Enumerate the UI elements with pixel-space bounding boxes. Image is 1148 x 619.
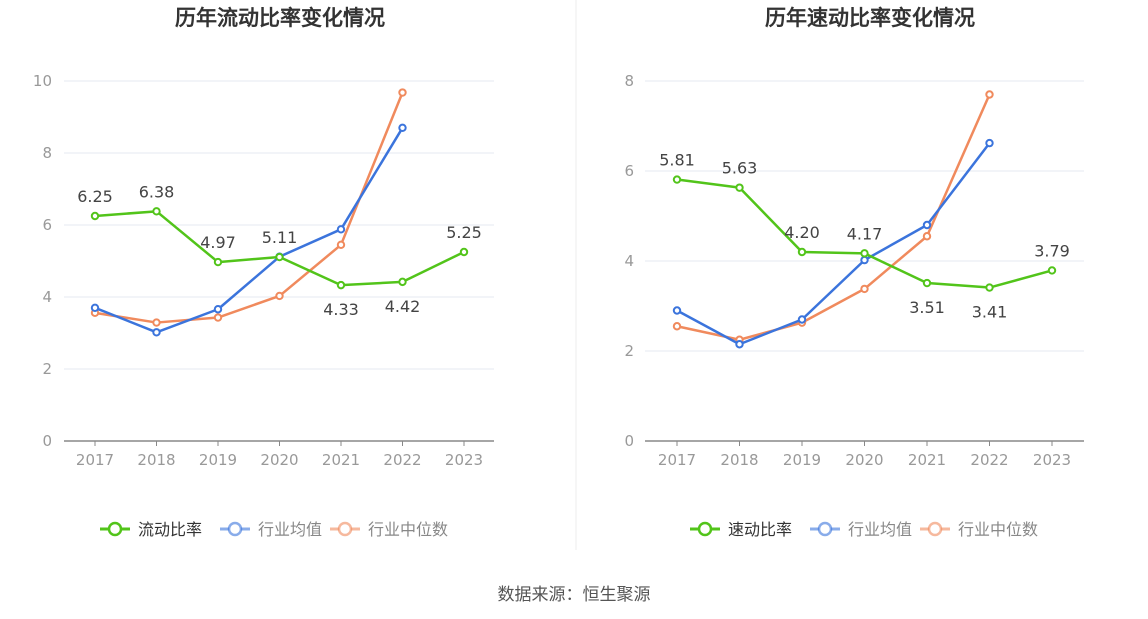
data-point — [336, 280, 346, 290]
y-tick-label: 4 — [42, 288, 52, 306]
series-line-3 — [94, 92, 404, 324]
x-tick-label: 2020 — [260, 451, 298, 469]
y-tick-label: 8 — [42, 144, 52, 162]
data-point — [672, 306, 682, 315]
y-tick-label: 8 — [624, 72, 634, 90]
chart-2: 历年速动比率变化情况 0 2 4 6 8 2017 2018 2019 2020 2021 2022 2… — [624, 6, 1084, 539]
y-tick-label: 2 — [42, 360, 52, 378]
y-tick-label: 4 — [624, 252, 634, 270]
data-point — [922, 232, 932, 241]
series-line-1 — [94, 210, 465, 287]
x-tick-label: 2017 — [76, 451, 114, 469]
data-point — [336, 225, 346, 234]
y-tick-label: 10 — [33, 72, 52, 90]
data-point — [860, 255, 869, 265]
data-label: 5.25 — [446, 223, 482, 242]
data-point — [152, 207, 161, 216]
legend-label: 行业均值 — [258, 520, 322, 539]
data-point — [152, 318, 161, 327]
x-tick-label: 2019 — [199, 451, 237, 469]
data-label: 5.11 — [262, 228, 298, 247]
x-tick-label: 2018 — [720, 451, 758, 469]
legend-label: 流动比率 — [138, 520, 202, 539]
data-label: 4.42 — [385, 297, 421, 316]
data-label: 4.97 — [200, 233, 236, 252]
data-point — [672, 322, 682, 331]
data-point — [985, 283, 994, 292]
legend-label: 行业中位数 — [368, 520, 448, 539]
data-label: 6.38 — [139, 182, 175, 201]
y-tick-label: 2 — [624, 342, 634, 360]
data-point — [985, 90, 994, 99]
data-point — [213, 257, 223, 267]
data-point — [735, 183, 744, 192]
data-point — [735, 340, 744, 349]
legend-label: 行业均值 — [848, 520, 912, 539]
x-tick-label: 2021 — [908, 451, 946, 469]
y-tick-label: 0 — [624, 432, 634, 450]
series-line-2 — [94, 127, 404, 334]
data-point — [398, 123, 407, 133]
data-point — [90, 303, 100, 312]
series-line-2 — [676, 142, 991, 346]
data-label: 3.51 — [909, 298, 945, 317]
data-point — [922, 220, 932, 230]
legend-marker — [817, 521, 833, 537]
data-label: 4.33 — [323, 300, 359, 319]
chart-title: 历年速动比率变化情况 — [765, 6, 975, 30]
y-tick-label: 6 — [624, 162, 634, 180]
x-tick-label: 2023 — [445, 451, 483, 469]
data-point — [459, 247, 469, 257]
legend-marker — [227, 521, 243, 537]
data-point — [922, 278, 932, 288]
chart-1: 历年流动比率变化情况 0 2 4 6 8 10 2017 2018 2019 2020 2021 202… — [33, 6, 494, 539]
data-point — [860, 249, 869, 258]
data-label: 3.41 — [972, 303, 1008, 322]
x-tick-label: 2018 — [137, 451, 175, 469]
legend-marker — [337, 521, 353, 537]
y-tick-label: 0 — [42, 432, 52, 450]
chart-title: 历年流动比率变化情况 — [175, 6, 385, 30]
data-point — [90, 211, 100, 221]
x-tick-label: 2020 — [845, 451, 883, 469]
data-point — [985, 138, 994, 148]
data-point — [797, 315, 807, 324]
data-point — [398, 277, 407, 287]
data-point — [152, 328, 161, 337]
legend-marker — [697, 521, 713, 537]
data-point — [860, 284, 869, 294]
legend-label: 行业中位数 — [958, 520, 1038, 539]
y-tick-label: 6 — [42, 216, 52, 234]
legend-label: 速动比率 — [728, 520, 792, 539]
data-source-note: 数据来源：恒生聚源 — [497, 585, 651, 605]
x-tick-label: 2019 — [783, 451, 821, 469]
x-tick-label: 2017 — [658, 451, 696, 469]
data-point — [398, 88, 407, 97]
legend-marker — [927, 521, 943, 537]
data-label: 6.25 — [77, 187, 113, 206]
data-point — [797, 247, 807, 257]
data-point — [336, 240, 346, 250]
x-tick-label: 2022 — [970, 451, 1008, 469]
x-tick-label: 2021 — [322, 451, 360, 469]
data-point — [213, 313, 223, 322]
data-point — [275, 291, 284, 301]
data-label: 4.20 — [784, 223, 820, 242]
legend-marker — [107, 521, 123, 537]
data-point — [1047, 266, 1057, 275]
data-point — [275, 252, 284, 262]
data-point — [672, 175, 682, 184]
data-point — [213, 305, 223, 314]
data-label: 3.79 — [1034, 241, 1070, 260]
data-label: 5.81 — [659, 151, 695, 170]
x-tick-label: 2022 — [383, 451, 421, 469]
x-tick-label: 2023 — [1033, 451, 1071, 469]
data-label: 4.17 — [847, 224, 883, 243]
data-label: 5.63 — [722, 159, 758, 178]
